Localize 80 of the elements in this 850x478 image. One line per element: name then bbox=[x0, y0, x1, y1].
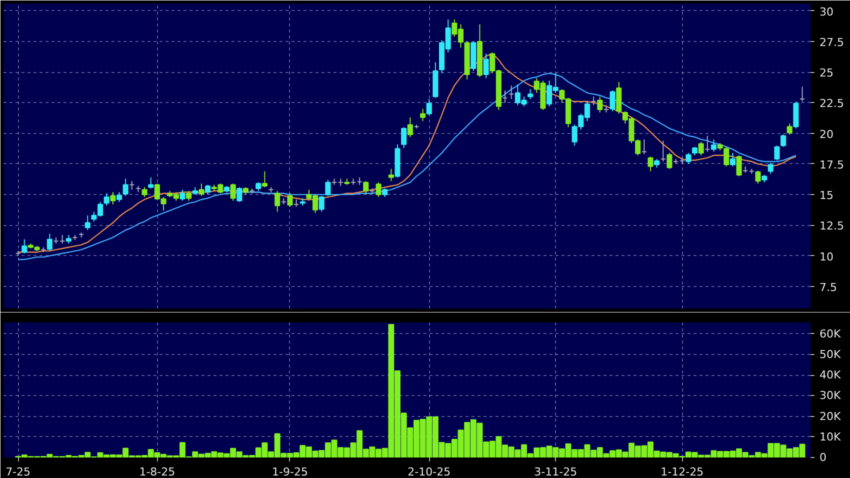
candlestick bbox=[198, 183, 204, 196]
y-tick-label: 20 bbox=[820, 128, 834, 141]
candlestick bbox=[736, 154, 742, 177]
candlestick bbox=[768, 162, 774, 174]
candlestick bbox=[603, 104, 609, 114]
candlestick bbox=[142, 186, 148, 198]
candlestick bbox=[46, 233, 52, 252]
y-tick-label: 0 bbox=[820, 451, 826, 464]
candlestick bbox=[508, 85, 514, 100]
candlestick bbox=[122, 178, 128, 196]
candlestick bbox=[666, 152, 672, 170]
candlestick bbox=[22, 238, 28, 254]
candlestick bbox=[180, 189, 186, 202]
y-tick-label: 40K bbox=[820, 368, 842, 382]
candlestick bbox=[483, 53, 489, 79]
candlestick bbox=[376, 182, 382, 198]
y-tick-label: 7.5 bbox=[820, 280, 837, 294]
candlestick bbox=[528, 88, 534, 100]
candlestick bbox=[407, 116, 413, 138]
candlestick bbox=[363, 180, 369, 196]
candlestick bbox=[236, 186, 242, 202]
y-tick-label: 10K bbox=[820, 430, 842, 444]
y-tick-label: 12.5 bbox=[820, 220, 844, 233]
y-tick-label: 22.5 bbox=[820, 97, 844, 110]
candlestick bbox=[610, 90, 616, 112]
y-tick-label: 30 bbox=[820, 5, 834, 18]
y-tick-label: 50K bbox=[820, 348, 842, 361]
candlestick bbox=[294, 198, 300, 208]
candlestick bbox=[116, 192, 122, 202]
candlestick bbox=[730, 152, 736, 167]
candlestick bbox=[660, 140, 666, 162]
y-tick-label: 27.5 bbox=[820, 36, 844, 49]
candlestick bbox=[230, 183, 236, 202]
candlestick bbox=[287, 192, 293, 208]
candlestick bbox=[774, 145, 780, 161]
candlestick bbox=[110, 192, 116, 205]
candlestick bbox=[755, 170, 761, 184]
candlestick bbox=[597, 96, 603, 114]
candlestick bbox=[704, 135, 710, 152]
candlestick bbox=[148, 176, 154, 189]
y-tick-label: 30K bbox=[820, 389, 842, 402]
x-tick-label: 1-12-25 bbox=[660, 466, 704, 478]
candlestick bbox=[350, 178, 356, 186]
candlestick bbox=[686, 152, 692, 164]
y-tick-label: 25 bbox=[820, 66, 834, 80]
candlestick bbox=[793, 100, 799, 129]
x-tick-label: 7-25 bbox=[6, 466, 31, 478]
candlestick bbox=[426, 98, 432, 116]
y-tick-label: 20K bbox=[820, 410, 842, 423]
candlestick bbox=[338, 178, 344, 187]
candlestick bbox=[648, 156, 654, 172]
candlestick bbox=[641, 138, 647, 155]
candlestick bbox=[104, 192, 110, 206]
candlestick bbox=[84, 214, 90, 231]
candlestick bbox=[262, 170, 268, 188]
candlestick bbox=[710, 138, 717, 152]
x-tick-label: 1-9-25 bbox=[272, 466, 308, 478]
candlestick bbox=[698, 141, 704, 156]
candlestick bbox=[318, 195, 324, 212]
candlestick bbox=[401, 126, 407, 149]
candlestick bbox=[780, 134, 786, 148]
candlestick bbox=[205, 184, 211, 196]
y-tick-label: 10 bbox=[820, 250, 834, 264]
y-tick-label: 17.5 bbox=[820, 158, 844, 172]
candlestick bbox=[186, 190, 192, 202]
candlestick bbox=[331, 178, 338, 186]
x-tick-label: 1-8-25 bbox=[139, 466, 176, 478]
candlestick bbox=[388, 168, 394, 182]
x-tick-label: 2-10-25 bbox=[408, 466, 451, 478]
candlestick bbox=[325, 179, 331, 196]
candlestick bbox=[800, 86, 806, 102]
y-tick-label: 15 bbox=[820, 189, 834, 202]
x-tick-label: 3-11-25 bbox=[534, 466, 578, 478]
candlestick bbox=[274, 190, 280, 212]
candlestick bbox=[786, 123, 792, 136]
candlestick bbox=[420, 108, 426, 122]
candlestick bbox=[502, 90, 508, 104]
candlestick bbox=[616, 81, 622, 114]
y-tick-label: 60K bbox=[820, 327, 842, 340]
candlestick bbox=[356, 176, 362, 186]
